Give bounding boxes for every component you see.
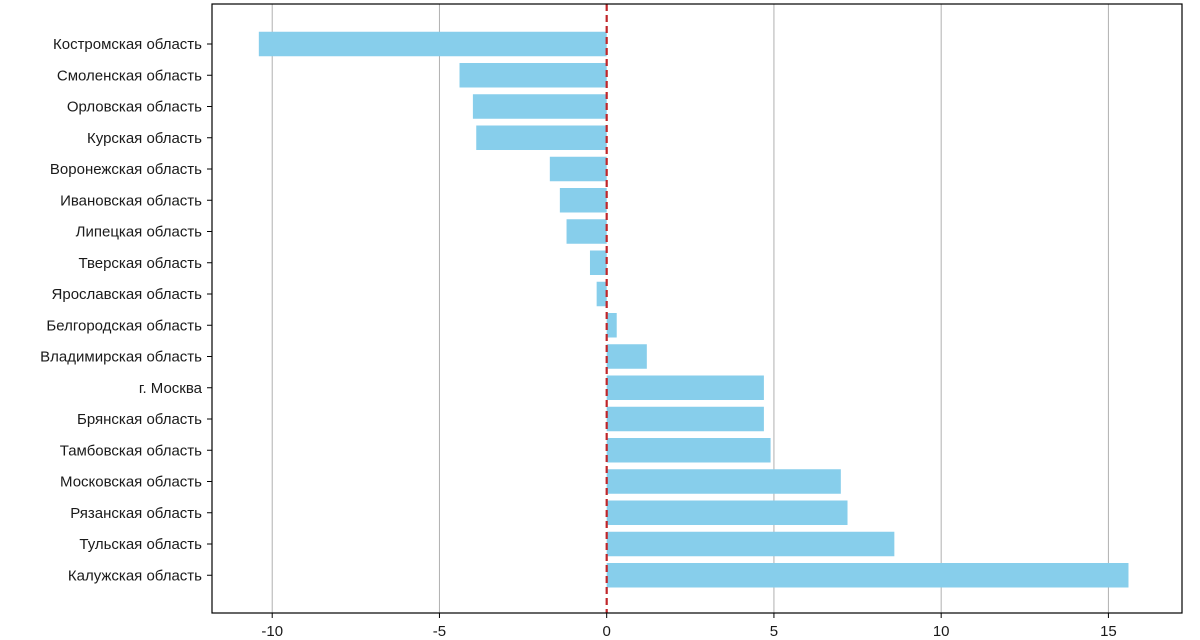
category-label: Московская область <box>60 474 202 491</box>
x-axis-ticks: -10 -5 0 5 10 15 <box>261 613 1117 640</box>
category-label: Липецкая область <box>76 224 203 241</box>
category-label: Тульская область <box>79 536 202 553</box>
category-label: Тамбовская область <box>60 442 202 459</box>
category-label: Владимирская область <box>40 349 202 366</box>
x-tick-label: 15 <box>1100 623 1117 640</box>
bars <box>258 31 1129 588</box>
category-labels: Костромская область Смоленская область Орл… <box>40 36 212 584</box>
bar-9 <box>606 313 617 338</box>
grid-lines <box>271 4 1109 613</box>
bar-0 <box>258 31 607 57</box>
category-label: Ивановская область <box>60 192 202 209</box>
x-tick-label: 10 <box>933 623 950 640</box>
category-label: Ярославская область <box>52 286 203 303</box>
bar-3 <box>476 125 607 150</box>
bar-1 <box>459 63 607 88</box>
category-label: г. Москва <box>139 380 203 397</box>
x-tick-label: -10 <box>261 623 283 640</box>
bar-11 <box>606 375 764 400</box>
bar-13 <box>606 438 771 463</box>
category-label: Костромская область <box>53 36 202 53</box>
category-label: Орловская область <box>67 99 202 116</box>
bar-12 <box>606 406 764 432</box>
category-label: Белгородская область <box>46 317 202 334</box>
x-tick-label: -5 <box>433 623 446 640</box>
bar-4 <box>549 156 607 182</box>
category-label: Калужская область <box>68 567 202 584</box>
bar-8 <box>596 281 607 307</box>
category-label: Тверская область <box>78 255 202 272</box>
category-label: Воронежская область <box>50 161 202 178</box>
category-label: Курская область <box>87 130 202 147</box>
bar-5 <box>559 188 607 213</box>
bar-17 <box>606 563 1129 588</box>
bar-10 <box>606 344 647 369</box>
category-label: Смоленская область <box>57 67 202 84</box>
x-tick-label: 5 <box>770 623 778 640</box>
bar-14 <box>606 469 841 494</box>
bar-6 <box>566 219 607 244</box>
bar-2 <box>472 94 607 119</box>
category-label: Рязанская область <box>70 505 202 522</box>
category-label: Брянская область <box>77 411 202 428</box>
plot-frame <box>211 3 1183 614</box>
bar-7 <box>589 250 607 275</box>
bar-16 <box>606 531 895 557</box>
bar-15 <box>606 500 848 525</box>
x-tick-label: 0 <box>603 623 611 640</box>
